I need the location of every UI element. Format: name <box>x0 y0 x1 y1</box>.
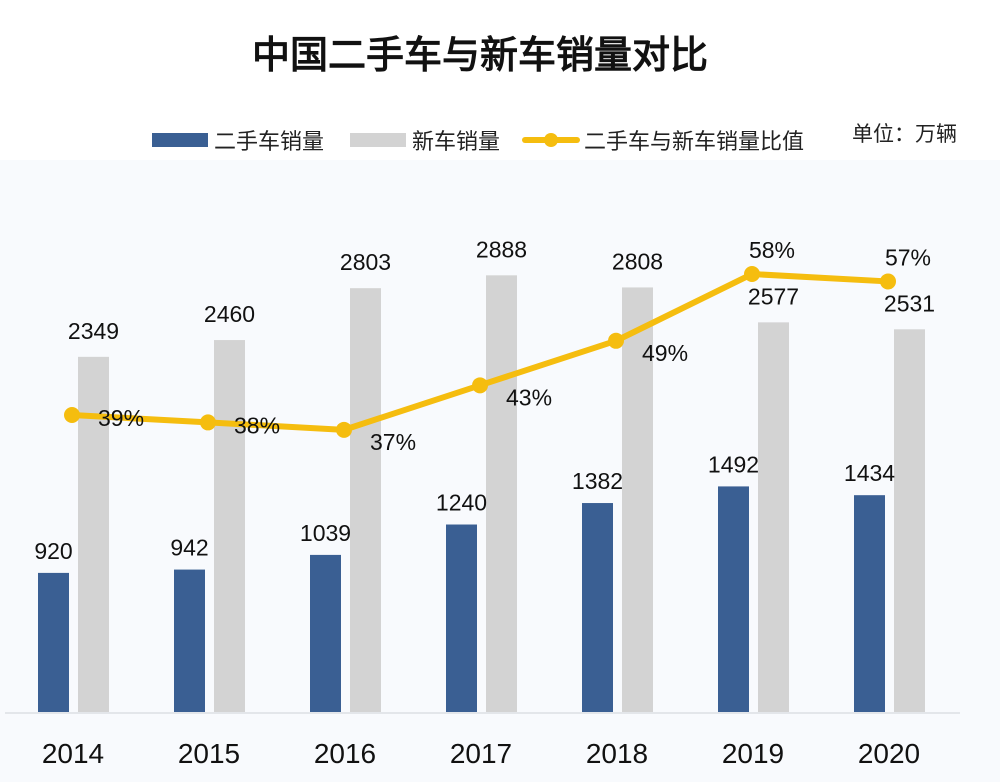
data-label-used-2017: 1240 <box>436 490 487 516</box>
ratio-point-2018 <box>608 332 624 349</box>
data-label-used-2016: 1039 <box>300 520 351 546</box>
legend-swatch <box>152 133 208 147</box>
ratio-point-2019 <box>744 266 760 283</box>
bar-new-2019 <box>758 322 789 712</box>
bar-used-2019 <box>718 486 749 712</box>
ratio-label-2020: 57% <box>885 244 931 270</box>
x-tick-label-2016: 2016 <box>314 738 376 769</box>
data-label-used-2019: 1492 <box>708 451 759 477</box>
bar-used-2014 <box>38 572 69 712</box>
ratio-label-2017: 43% <box>506 384 552 410</box>
ratio-label-2015: 38% <box>234 412 280 438</box>
ratio-point-2017 <box>472 377 488 394</box>
bar-new-2016 <box>350 288 381 712</box>
data-label-used-2018: 1382 <box>572 468 623 494</box>
ratio-point-2020 <box>880 273 896 290</box>
ratio-point-2016 <box>336 421 352 438</box>
bar-new-2018 <box>622 287 653 712</box>
x-tick-label-2014: 2014 <box>42 738 104 769</box>
ratio-point-2014 <box>64 407 80 423</box>
x-tick-label-2019: 2019 <box>722 738 784 769</box>
bar-used-2017 <box>446 524 477 712</box>
legend-swatch <box>350 133 406 147</box>
x-tick-label-2018: 2018 <box>586 738 648 769</box>
bar-used-2020 <box>854 495 885 712</box>
legend-label: 新车销量 <box>412 130 501 155</box>
ratio-label-2016: 37% <box>370 429 416 455</box>
data-label-new-2020: 2531 <box>884 290 935 316</box>
ratio-label-2019: 58% <box>749 237 795 263</box>
legend-item-ratio: 二手车与新车销量比值 <box>522 124 804 156</box>
legend-label: 二手车与新车销量比值 <box>584 130 805 155</box>
ratio-label-2014: 39% <box>98 405 144 431</box>
legend-label: 二手车销量 <box>214 130 325 155</box>
legend-line-swatch <box>522 133 580 147</box>
bar-new-2017 <box>486 275 517 712</box>
data-label-used-2015: 942 <box>170 535 208 561</box>
bar-used-2015 <box>174 569 205 712</box>
legend-item-new-cars: 新车销量 <box>350 124 500 156</box>
data-label-new-2015: 2460 <box>204 301 255 327</box>
data-label-new-2016: 2803 <box>340 249 391 275</box>
data-label-new-2014: 2349 <box>68 318 119 344</box>
data-label-new-2017: 2888 <box>476 236 527 262</box>
bar-new-2015 <box>214 340 245 712</box>
chart-title: 中国二手车与新车销量对比 <box>251 33 708 77</box>
data-label-used-2020: 1434 <box>844 460 895 486</box>
ratio-point-2015 <box>200 414 216 431</box>
unit-label: 单位：万辆 <box>852 122 957 146</box>
data-label-new-2018: 2808 <box>612 248 663 274</box>
x-tick-label-2015: 2015 <box>178 738 240 769</box>
bar-used-2018 <box>582 503 613 712</box>
legend-item-used-cars: 二手车销量 <box>152 124 324 156</box>
x-tick-label-2017: 2017 <box>450 738 512 769</box>
x-tick-label-2020: 2020 <box>858 738 920 769</box>
ratio-label-2018: 49% <box>642 340 688 366</box>
bar-new-2020 <box>894 329 925 712</box>
bar-used-2016 <box>310 554 341 712</box>
data-label-new-2019: 2577 <box>748 283 799 309</box>
data-label-used-2014: 920 <box>34 538 72 564</box>
